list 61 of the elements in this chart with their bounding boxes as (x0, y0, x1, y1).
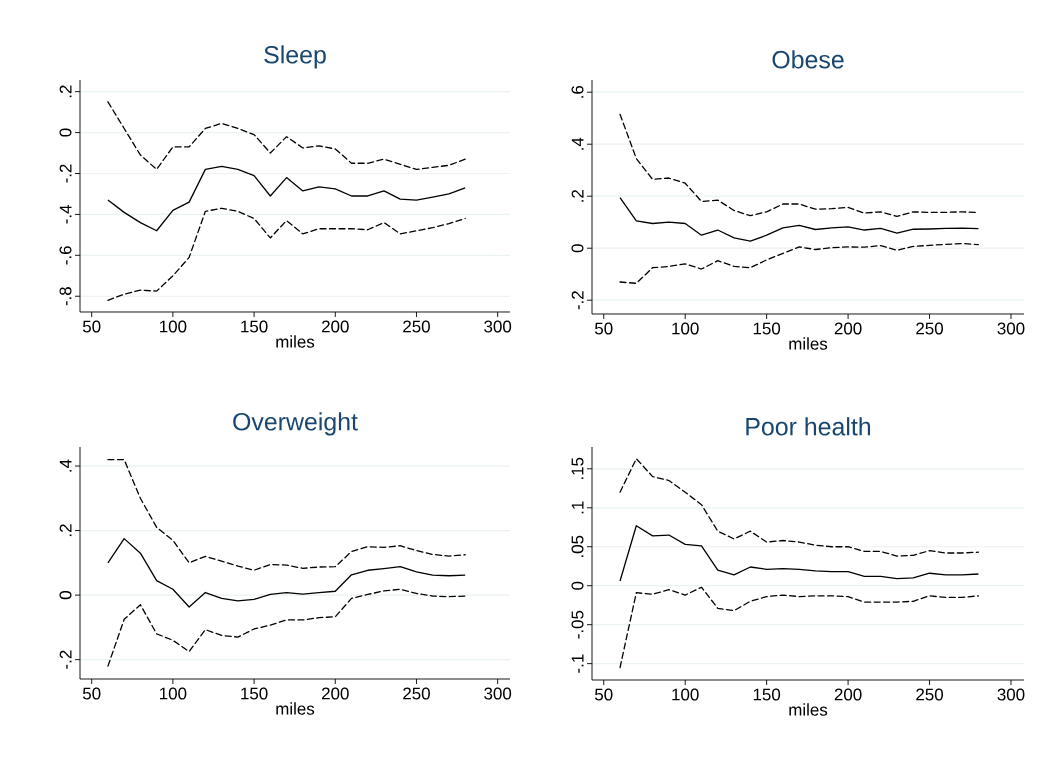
y-tick-label: .05 (571, 535, 584, 557)
x-tick-label: 300 (997, 688, 1025, 701)
y-tick-label: .6 (571, 85, 584, 98)
line-series (107, 101, 466, 171)
x-axis-title: miles (789, 337, 828, 350)
y-tick-label: .4 (59, 459, 72, 472)
line-series (107, 458, 466, 571)
y-tick-label: -.2 (59, 164, 72, 183)
y-tick-label: -.8 (59, 287, 72, 306)
line-series (619, 525, 980, 582)
y-tick-label: .2 (59, 85, 72, 98)
y-tick-label: 0 (571, 581, 584, 590)
line-series (107, 537, 466, 608)
x-tick-label: 150 (241, 320, 268, 333)
x-tick-label: 100 (160, 320, 187, 333)
line-series (619, 458, 980, 557)
chart-title: Poor health (746, 417, 871, 436)
x-tick-label: 50 (594, 688, 613, 701)
chart-title: Overweight (233, 412, 358, 436)
x-tick-label: 250 (916, 322, 943, 335)
y-tick-label: -.4 (59, 205, 72, 224)
chart-title: Obese (772, 50, 844, 69)
x-tick-label: 250 (403, 320, 430, 333)
x-axis-title: miles (276, 335, 315, 348)
x-tick-label: 50 (594, 322, 613, 335)
x-tick-label: 50 (82, 687, 101, 700)
y-tick-label: .1 (571, 501, 584, 514)
x-tick-label: 100 (672, 688, 699, 701)
x-axis-title: miles (276, 702, 315, 715)
line-series (619, 196, 980, 242)
y-tick-label: -.2 (59, 650, 72, 669)
y-tick-label: -.6 (59, 246, 72, 265)
y-tick-label: .4 (571, 137, 584, 150)
x-tick-label: 150 (753, 322, 781, 335)
y-tick-label: -.2 (571, 291, 584, 310)
x-tick-label: 200 (834, 322, 862, 335)
x-tick-label: 150 (241, 687, 268, 700)
y-tick-label: .2 (59, 524, 72, 537)
x-tick-label: 50 (82, 320, 101, 333)
x-tick-label: 300 (484, 320, 512, 333)
x-tick-label: 150 (753, 688, 781, 701)
y-tick-label: -.05 (571, 610, 584, 639)
y-tick-label: 0 (59, 591, 72, 600)
chart-title: Sleep (264, 45, 326, 69)
x-tick-label: 100 (672, 322, 699, 335)
x-tick-label: 300 (997, 322, 1025, 335)
y-tick-label: 0 (59, 128, 72, 137)
y-tick-label: 0 (571, 244, 584, 253)
x-tick-label: 250 (403, 687, 430, 700)
line-series (107, 165, 466, 232)
y-tick-label: -.1 (571, 654, 584, 673)
x-axis-title: miles (789, 703, 828, 716)
x-tick-label: 200 (834, 688, 862, 701)
x-tick-label: 200 (322, 320, 349, 333)
x-tick-label: 300 (484, 687, 512, 700)
line-series (107, 588, 466, 667)
x-tick-label: 250 (916, 688, 943, 701)
y-tick-label: .15 (571, 457, 584, 480)
y-tick-label: .2 (571, 190, 584, 202)
x-tick-label: 100 (160, 687, 187, 700)
x-tick-label: 200 (322, 687, 349, 700)
